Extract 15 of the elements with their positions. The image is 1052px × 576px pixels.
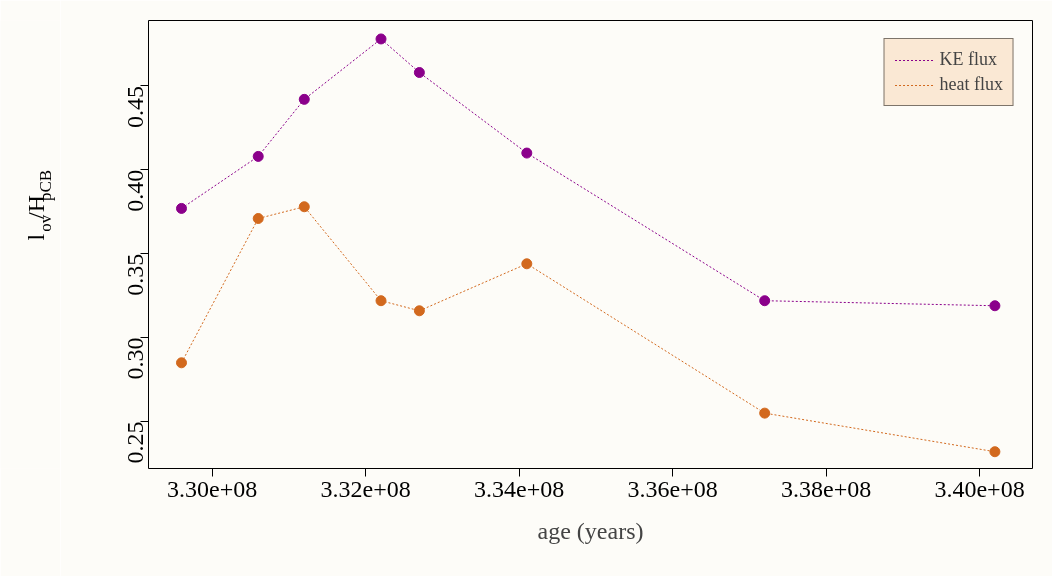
x-tick-label: 3.40e+08 xyxy=(934,475,1025,502)
x-tick-label: 3.38e+08 xyxy=(780,475,872,502)
y-tick-label: 0.30 xyxy=(122,337,148,380)
x-tick-label: 3.30e+08 xyxy=(167,475,258,502)
x-axis-title: age (years) xyxy=(537,517,644,544)
y-axis-title: lov/HpCB xyxy=(22,169,55,241)
x-tick-label: 3.32e+08 xyxy=(320,475,411,502)
legend-label: KE flux xyxy=(939,49,998,70)
y-tick-label: 0.45 xyxy=(122,85,148,128)
legend-label: heat flux xyxy=(939,74,1003,95)
y-tick-label: 0.40 xyxy=(122,169,148,212)
x-tick-label: 3.34e+08 xyxy=(474,475,565,502)
x-tick-label: 3.36e+08 xyxy=(627,475,718,502)
y-tick-label: 0.25 xyxy=(122,421,148,464)
y-tick-label: 0.35 xyxy=(122,253,148,296)
